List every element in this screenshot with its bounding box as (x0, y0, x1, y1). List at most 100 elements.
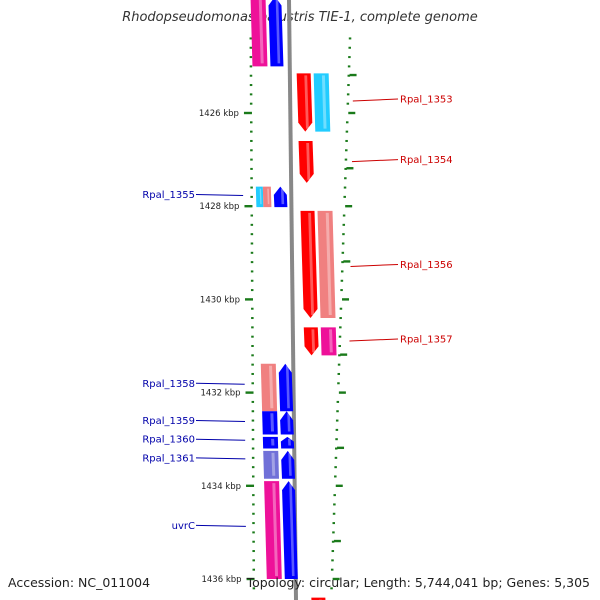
minor-tick (250, 177, 253, 180)
gene-label: Rpal_1356 (400, 260, 453, 271)
gene-feature (264, 481, 282, 579)
minor-tick (331, 550, 335, 553)
minor-tick (338, 354, 341, 357)
minor-tick (347, 65, 351, 68)
gene-feature (282, 481, 298, 579)
major-tick (245, 391, 254, 394)
gene-feature-highlight (321, 75, 327, 129)
gene-feature-highlight (285, 365, 290, 409)
minor-tick (251, 354, 254, 357)
minor-tick (252, 503, 255, 506)
gene-label-leader (352, 98, 399, 102)
minor-tick (345, 121, 349, 124)
gene-feature (250, 0, 268, 67)
gene-feature-highlight (311, 329, 316, 353)
minor-tick (340, 279, 344, 282)
gene-feature (300, 210, 318, 319)
minor-tick (333, 494, 336, 497)
gene-feature (280, 411, 294, 435)
gene-feature-shape (264, 481, 282, 579)
gene-label-leader (195, 382, 245, 385)
gene-feature-highlight (267, 188, 270, 205)
minor-tick (250, 149, 253, 152)
gene-feature-shape (268, 0, 284, 67)
gene-feature-highlight (325, 212, 332, 316)
minor-tick (249, 93, 253, 96)
minor-tick (340, 289, 343, 292)
gene-feature (263, 450, 280, 479)
minor-tick (250, 242, 254, 245)
minor-tick (250, 289, 254, 292)
minor-tick (335, 447, 338, 450)
major-tick (343, 260, 351, 263)
minor-tick (342, 223, 346, 226)
minor-tick (251, 466, 255, 469)
major-tick (246, 484, 255, 487)
gene-feature-highlight (289, 483, 295, 576)
minor-tick (338, 345, 341, 347)
minor-tick (337, 363, 341, 366)
minor-tick (336, 410, 339, 413)
minor-tick (249, 102, 253, 105)
gene-feature (262, 411, 278, 435)
gene-feature-shape (303, 327, 319, 356)
minor-tick (344, 177, 347, 180)
genome-summary-text: Topology: circular; Length: 5,744,041 bp… (246, 575, 590, 590)
gene-feature-shape (280, 436, 295, 449)
gene-feature-shape (278, 363, 294, 412)
minor-tick (331, 540, 335, 543)
kbp-tick-label: 1426 kbp (199, 109, 239, 119)
minor-tick (345, 139, 348, 142)
tick-layer: 1426 kbp 1428 kbp 1430 kbp 1432 kbp 1434 kbp… (199, 37, 357, 590)
minor-tick (252, 512, 255, 515)
gene-feature-highlight (304, 75, 309, 129)
gene-feature-highlight (271, 452, 276, 476)
minor-tick (251, 419, 255, 422)
minor-tick (337, 382, 340, 385)
gene-label-leader (195, 457, 246, 460)
minor-tick (252, 494, 255, 497)
minor-tick (332, 512, 336, 515)
gene-label: Rpal_1355 (142, 190, 195, 201)
minor-tick (251, 307, 254, 310)
gene-feature (278, 363, 294, 412)
gene-label: Rpal_1353 (400, 95, 453, 106)
minor-tick (331, 559, 334, 562)
gene-label-leader (350, 263, 399, 267)
gene-label-leader (195, 194, 244, 197)
minor-tick (251, 428, 255, 431)
gene-feature (260, 363, 278, 412)
gene-feature-shape (317, 210, 336, 319)
minor-tick (335, 428, 339, 431)
minor-tick (250, 139, 253, 142)
minor-tick (339, 307, 343, 310)
minor-tick (250, 223, 254, 226)
minor-tick (251, 345, 254, 347)
minor-tick (250, 214, 254, 217)
gene-feature (262, 436, 279, 449)
major-tick (244, 205, 253, 208)
gene-label: Rpal_1361 (142, 453, 195, 464)
minor-tick (250, 158, 253, 161)
minor-tick (252, 531, 255, 534)
minor-tick (250, 233, 254, 236)
minor-tick (251, 456, 255, 459)
gene-feature (262, 186, 272, 208)
kbp-tick-label: 1436 kbp (201, 575, 241, 585)
minor-tick (335, 419, 339, 422)
minor-tick (344, 167, 347, 170)
gene-feature-highlight (275, 0, 281, 64)
accession-text: Accession: NC_011004 (8, 575, 151, 590)
minor-tick (333, 503, 336, 506)
minor-tick (250, 167, 253, 170)
gene-feature (280, 436, 295, 449)
feature-layer (250, 0, 337, 600)
major-tick (345, 205, 353, 208)
major-tick (340, 353, 348, 356)
gene-feature (281, 450, 296, 479)
gene-label-leader (349, 338, 399, 342)
minor-tick (251, 335, 254, 338)
minor-tick (251, 382, 254, 385)
gene-feature-highlight (287, 438, 291, 446)
kbp-tick-label: 1430 kbp (200, 295, 240, 305)
